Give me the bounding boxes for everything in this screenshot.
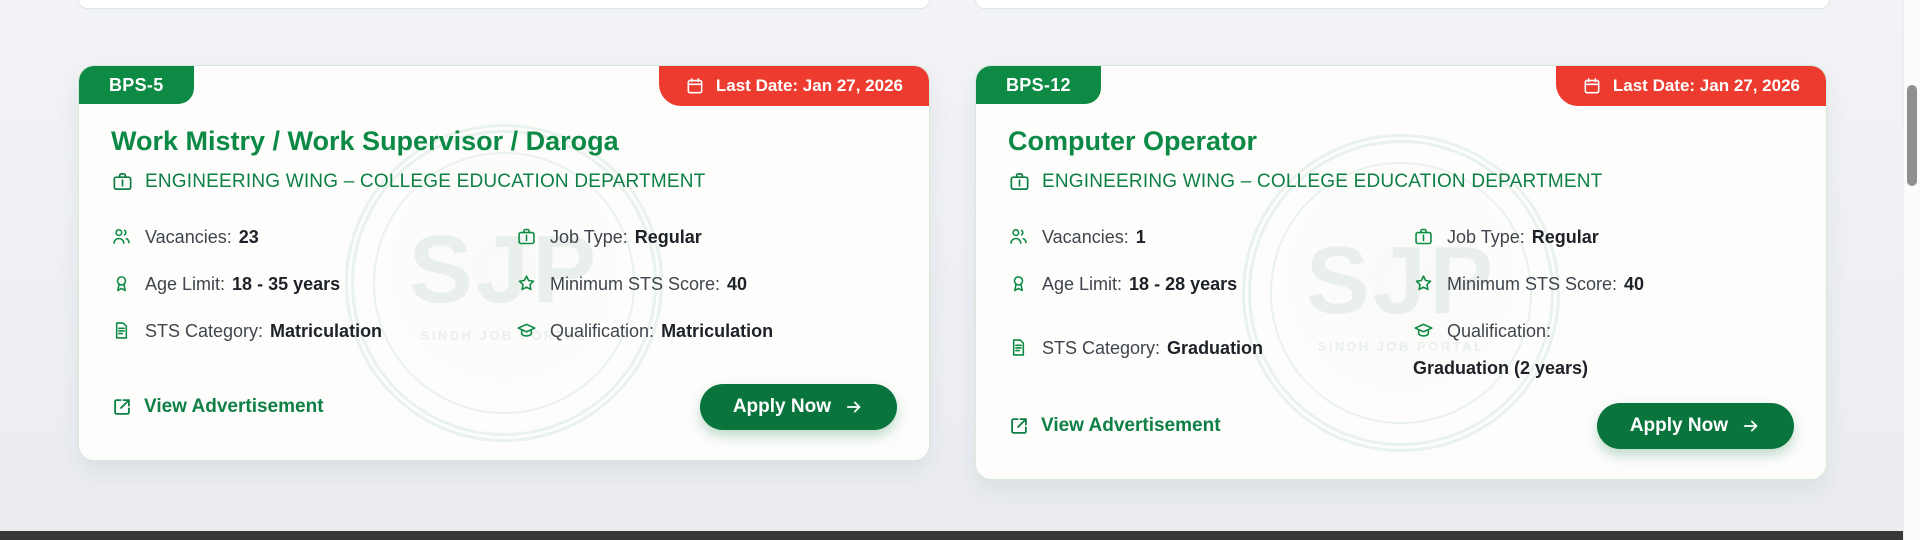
detail-qualification: Qualification: Graduation (2 years) <box>1413 319 1794 381</box>
view-advertisement-label: View Advertisement <box>1041 415 1221 436</box>
last-date-text: Last Date: Jan 27, 2026 <box>715 76 903 95</box>
detail-age-limit: Age Limit: 18 - 28 years <box>1008 272 1413 301</box>
previous-card-remnant <box>975 0 1830 9</box>
detail-vacancies: Vacancies: 23 <box>111 225 516 254</box>
detail-value: 18 - 28 years <box>1129 274 1238 294</box>
arrow-right-icon <box>1741 416 1761 436</box>
detail-min-sts-score: Minimum STS Score: 40 <box>516 272 897 301</box>
briefcase-icon <box>111 170 134 193</box>
detail-label: Age Limit: <box>1042 274 1123 294</box>
apply-now-label: Apply Now <box>1629 415 1728 436</box>
detail-label: STS Category: <box>145 321 264 341</box>
last-date-badge: Last Date: Jan 27, 2026 <box>658 66 929 106</box>
view-advertisement-link[interactable]: View Advertisement <box>111 396 324 418</box>
department-row: ENGINEERING WING – COLLEGE EDUCATION DEP… <box>111 170 897 193</box>
briefcase-icon <box>1413 226 1434 254</box>
detail-job-type: Job Type: Regular <box>516 225 897 254</box>
star-icon <box>516 273 537 301</box>
external-link-icon <box>1008 415 1030 437</box>
detail-value: 40 <box>727 274 748 294</box>
job-details-grid: Vacancies: 1 Job Type: Regular Age Limit: 1… <box>1008 225 1794 381</box>
detail-value: Graduation (2 years) <box>1413 358 1589 378</box>
footer-bar <box>0 531 1920 540</box>
arrow-right-icon <box>844 397 864 417</box>
detail-value: Regular <box>1531 227 1599 247</box>
detail-label: Minimum STS Score: <box>550 274 721 294</box>
detail-value: Matriculation <box>661 321 774 341</box>
detail-value: 1 <box>1135 227 1146 247</box>
briefcase-icon <box>516 226 537 254</box>
view-advertisement-link[interactable]: View Advertisement <box>1008 415 1221 437</box>
card-footer: View Advertisement Apply Now <box>1008 381 1794 463</box>
detail-label: STS Category: <box>1042 337 1161 358</box>
detail-value: Graduation <box>1167 337 1264 358</box>
detail-value: Matriculation <box>270 321 383 341</box>
last-date-text: Last Date: Jan 27, 2026 <box>1612 76 1800 95</box>
department-name: ENGINEERING WING – COLLEGE EDUCATION DEP… <box>1042 170 1603 192</box>
detail-label: Qualification: <box>550 321 655 341</box>
detail-label: Vacancies: <box>145 227 232 247</box>
graduation-cap-icon <box>1413 320 1434 348</box>
star-icon <box>1413 273 1434 301</box>
card-footer: View Advertisement Apply Now <box>111 362 897 444</box>
detail-sts-category: STS Category: Matriculation <box>111 319 516 348</box>
last-date-badge: Last Date: Jan 27, 2026 <box>1555 66 1826 106</box>
detail-qualification: Qualification: Matriculation <box>516 319 897 348</box>
detail-label: Job Type: <box>550 227 628 247</box>
previous-card-remnant <box>78 0 930 9</box>
scrollbar-track[interactable] <box>1903 0 1920 540</box>
apply-now-button[interactable]: Apply Now <box>1596 403 1794 449</box>
users-icon <box>111 226 132 254</box>
detail-value: 40 <box>1624 274 1645 294</box>
view-advertisement-label: View Advertisement <box>144 396 324 417</box>
job-card: BPS-5 Last Date: Jan 27, 2026 Work Mistr… <box>78 65 930 461</box>
briefcase-icon <box>1008 170 1031 193</box>
job-title: Computer Operator <box>1008 126 1258 156</box>
detail-sts-category: STS Category: Graduation <box>1008 336 1413 365</box>
calendar-icon <box>1582 76 1602 96</box>
detail-job-type: Job Type: Regular <box>1413 225 1794 254</box>
external-link-icon <box>111 396 133 418</box>
department-row: ENGINEERING WING – COLLEGE EDUCATION DEP… <box>1008 170 1794 193</box>
bps-badge: BPS-5 <box>79 66 194 104</box>
award-icon <box>111 273 132 301</box>
users-icon <box>1008 226 1029 254</box>
bps-badge: BPS-12 <box>976 66 1101 104</box>
job-title: Work Mistry / Work Supervisor / Daroga <box>111 126 619 156</box>
apply-now-button[interactable]: Apply Now <box>699 384 897 430</box>
detail-min-sts-score: Minimum STS Score: 40 <box>1413 272 1794 301</box>
detail-value: 23 <box>238 227 259 247</box>
detail-label: Minimum STS Score: <box>1447 274 1618 294</box>
file-text-icon <box>1008 337 1029 365</box>
apply-now-label: Apply Now <box>732 396 831 417</box>
calendar-icon <box>685 76 705 96</box>
detail-label: Age Limit: <box>145 274 226 294</box>
file-text-icon <box>111 320 132 348</box>
detail-vacancies: Vacancies: 1 <box>1008 225 1413 254</box>
department-name: ENGINEERING WING – COLLEGE EDUCATION DEP… <box>145 170 706 192</box>
job-card: BPS-12 Last Date: Jan 27, 2026 Computer … <box>975 65 1827 480</box>
job-details-grid: Vacancies: 23 Job Type: Regular Age Limit:… <box>111 225 897 348</box>
detail-age-limit: Age Limit: 18 - 35 years <box>111 272 516 301</box>
job-cards-row: BPS-5 Last Date: Jan 27, 2026 Work Mistr… <box>78 65 1827 480</box>
detail-label: Vacancies: <box>1042 227 1129 247</box>
detail-label: Job Type: <box>1447 227 1525 247</box>
scrollbar-thumb[interactable] <box>1907 85 1917 186</box>
graduation-cap-icon <box>516 320 537 348</box>
detail-value: 18 - 35 years <box>232 274 341 294</box>
award-icon <box>1008 273 1029 301</box>
detail-value: Regular <box>634 227 702 247</box>
detail-label: Qualification: <box>1447 321 1552 341</box>
